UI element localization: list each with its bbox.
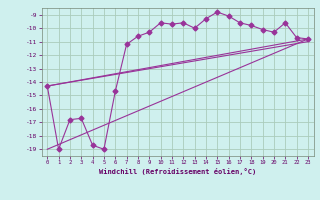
- X-axis label: Windchill (Refroidissement éolien,°C): Windchill (Refroidissement éolien,°C): [99, 168, 256, 175]
